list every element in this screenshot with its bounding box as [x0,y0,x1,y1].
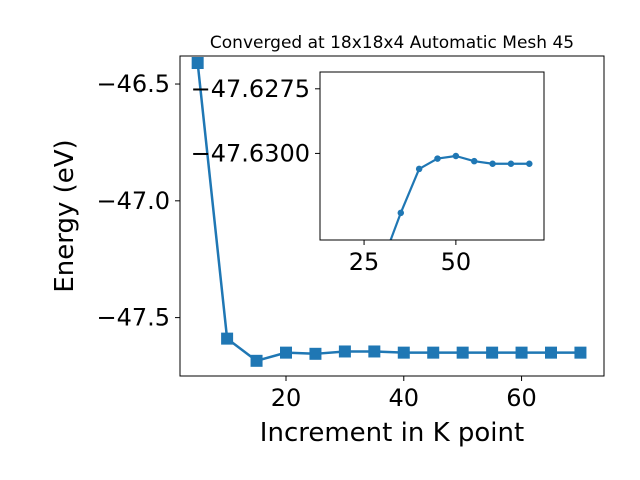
main-chart-title: Converged at 18x18x4 Automatic Mesh 45 [210,33,574,53]
main-data-point [309,347,322,360]
inset-axes-frame [319,71,545,241]
main-data-point [280,346,292,359]
main-x-tick-label: 40 [389,384,420,412]
inset-chart: 25 50 −47.6300 −47.6275 [191,71,545,276]
inset-x-tick-label: 50 [441,248,472,276]
main-data-point [486,346,499,359]
main-y-tick-label: −47.0 [96,187,170,215]
main-data-point [545,346,557,359]
inset-data-point [452,152,460,160]
inset-data-point [415,165,423,173]
inset-data-point [470,157,478,165]
main-data-point [250,354,263,367]
main-data-point [515,346,528,359]
inset-plot-background [320,72,544,240]
main-data-point [427,346,440,359]
main-data-point [368,345,381,358]
main-x-tick-label: 20 [271,384,302,412]
inset-y-tick-label: −47.6300 [191,139,310,167]
inset-data [389,152,533,240]
inset-data-point [434,155,441,162]
main-data-point [338,345,351,358]
inset-data-point [489,160,496,168]
main-data-point [456,346,469,359]
main-y-tick-label: −47.5 [96,304,170,332]
inset-data-point [526,160,533,168]
main-x-axis-label: Increment in K point [260,418,524,448]
inset-data-point [397,209,405,217]
main-y-tick-label: −46.5 [96,70,170,98]
main-data-point [191,57,204,70]
main-axes-frame [179,55,605,377]
inset-x-tick-label: 25 [349,248,380,276]
inset-data-point [507,160,515,168]
main-data [191,57,587,367]
main-data-point [574,346,587,359]
inset-y-tick-label: −47.6275 [191,75,310,103]
main-y-axis-label: Energy (eV) [50,139,80,292]
main-x-tick-label: 60 [506,384,537,412]
main-data-point [397,346,410,359]
main-data-point [221,332,234,345]
